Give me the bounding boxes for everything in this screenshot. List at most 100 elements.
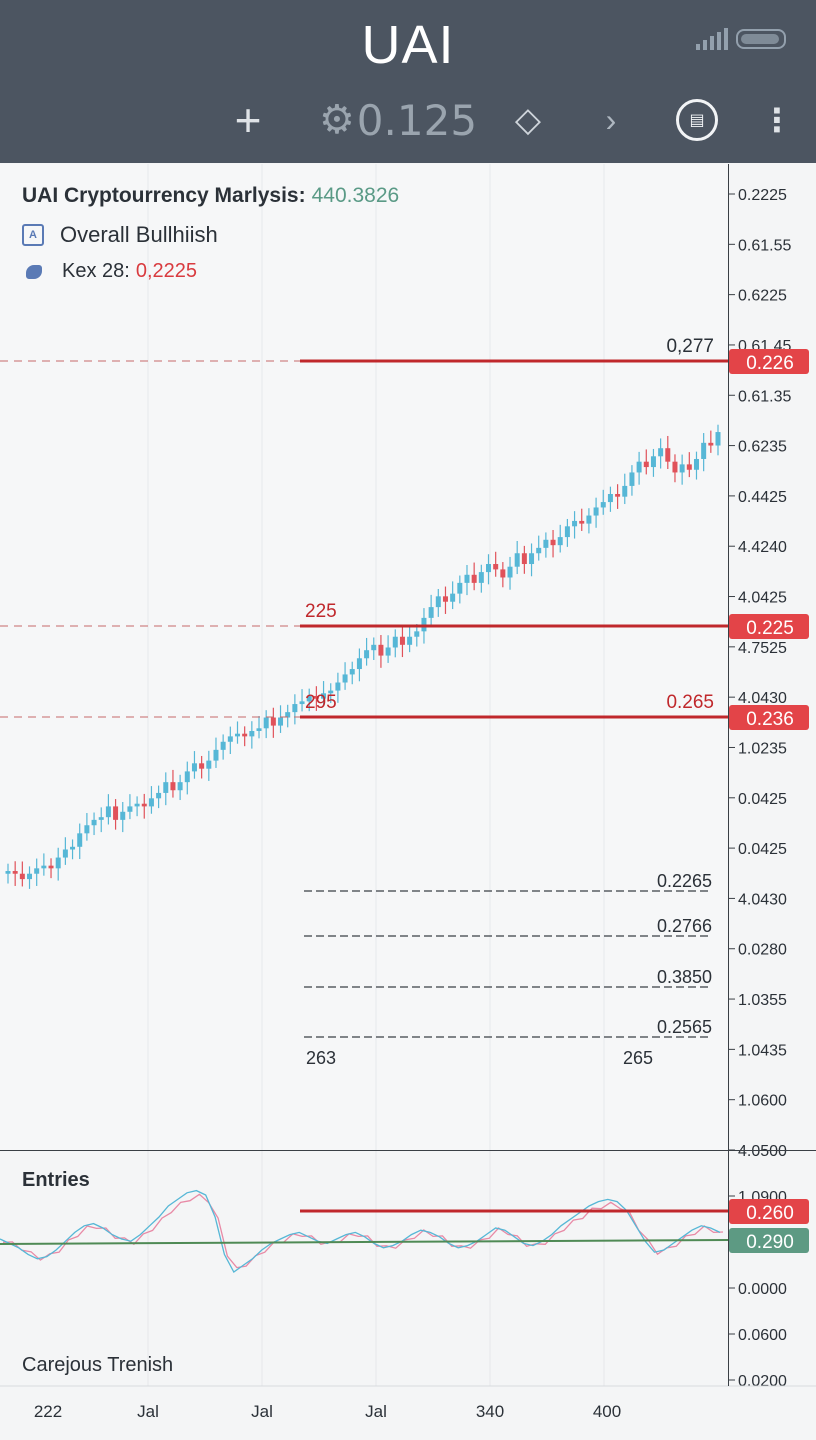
candle-body [342,674,348,683]
fib-label: 0.2265 [657,871,712,891]
candle-body [134,803,140,807]
price-axis-label: 0.0280 [738,942,787,959]
oscillator-line-b [2,1193,724,1269]
candle-body [48,865,54,869]
time-axis-label: 340 [476,1402,504,1421]
chevron-right-icon[interactable]: › [605,101,617,138]
add-indicator-button[interactable]: + [234,94,262,146]
candle-body [105,806,111,818]
candle-body [478,572,484,583]
candle-body [77,833,83,847]
candle-body [328,690,334,694]
candle-body [615,493,621,497]
price-axis-label: 0.61.55 [738,237,791,254]
candle-body [191,763,197,772]
price-axis-label: 1.0355 [738,992,787,1009]
candle-body [701,442,707,459]
candle-body [263,717,269,729]
candle-body [356,658,362,670]
oscillator-level-badge-label: 0.260 [746,1203,794,1224]
candle-body [220,741,226,750]
candle-body [70,846,76,850]
time-axis-label: Jal [251,1402,273,1421]
candle-body [442,596,448,602]
price-axis-label: 0.61.35 [738,388,791,405]
candle-body [141,803,147,807]
candle-body [256,728,262,731]
candle-body [98,817,104,820]
candle-body [335,682,341,691]
candle-body [91,819,97,826]
price-axis-line [728,164,729,1386]
oscillator-line-a [0,1189,721,1273]
candle-body [658,448,664,457]
candle-body [593,507,599,516]
candle-body [349,669,355,675]
candle-body [120,811,126,820]
price-axis-label: 1.0600 [738,1093,787,1110]
candle-body [249,730,255,737]
fib-label: 0.3850 [657,967,712,987]
candle-body [693,458,699,470]
candle-body [299,701,305,705]
candle-body [629,472,635,486]
candle-body [234,733,240,737]
candle-body [206,760,212,769]
candle-body [156,792,162,799]
candle-body [313,695,319,699]
candle-body [672,461,678,473]
candle-body [285,712,291,718]
candle-body [399,636,405,645]
candle-body [471,574,477,583]
price-axis-label: 0.6235 [738,439,787,456]
candle-body [84,825,90,834]
oscillator-signal-line [0,1239,729,1245]
chart-pane[interactable] [0,164,728,1150]
chart-toolbar: + ⚙ 0.125 ◇ › ▤ ⋮ [0,92,816,148]
candle-body [665,448,671,462]
level-label: 225 [305,601,337,622]
candle-body [306,695,312,702]
price-axis-label: 0.2225 [738,187,787,204]
candle-body [500,569,506,578]
candle-body [600,502,606,508]
candle-body [493,564,499,570]
candle-body [521,553,527,565]
battery-icon [736,29,786,49]
legend-key: Kex 28: 0,2225 [22,260,399,283]
drawing-tool-button[interactable]: ◇ [514,101,542,139]
price-axis-label: 4.0425 [738,590,787,607]
candle-body [199,763,205,769]
candle-body [371,644,377,651]
price-axis-label: 0.0425 [738,791,787,808]
price-axis-label: 4.7525 [738,640,787,657]
time-axis-label: Jal [365,1402,387,1421]
pane-separator[interactable] [0,1150,816,1151]
toolbar-price-button[interactable]: ⚙ 0.125 [318,92,478,148]
candle-body [62,849,68,858]
candle-body [428,607,434,618]
status-indicators [696,28,786,50]
candle-body [536,547,542,554]
time-axis-label: 400 [593,1402,621,1421]
price-axis-label: 0.6225 [738,288,787,305]
level-badge-label: 0.236 [746,709,794,730]
more-menu-button[interactable]: ⋮ [761,102,793,138]
layout-icon: ▤ [676,99,718,141]
candle-body [622,485,628,497]
candle-body [550,539,556,546]
candle-body [607,493,613,503]
fib-bottom-label: 263 [306,1048,336,1068]
fib-label: 0.2766 [657,916,712,936]
gear-icon: ⚙ [318,97,355,143]
legend-heading-value: 440.3826 [311,184,400,207]
level-badge [729,614,809,639]
oscillator-axis-label: 0.0200 [738,1373,787,1390]
layout-button[interactable]: ▤ [676,92,718,148]
oscillator-footer: Carejous Trenish [22,1354,174,1376]
candle-body [457,582,463,594]
candle-body [543,539,549,548]
candle-body [19,873,25,880]
candle-body [586,515,592,524]
